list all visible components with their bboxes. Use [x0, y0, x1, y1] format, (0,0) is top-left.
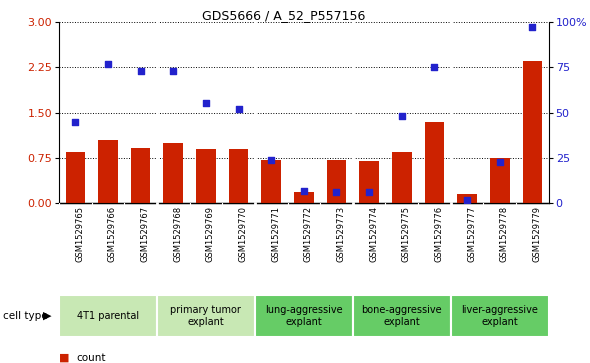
Bar	[523, 61, 542, 203]
Point	[365, 189, 374, 195]
Text: GSM1529774: GSM1529774	[369, 206, 378, 262]
Text: GSM1529766: GSM1529766	[108, 206, 117, 262]
Text: GSM1529777: GSM1529777	[467, 206, 476, 262]
Text: liver-aggressive
explant: liver-aggressive explant	[461, 305, 538, 327]
Text: GSM1529765: GSM1529765	[76, 206, 84, 262]
Bar	[196, 149, 216, 203]
Bar	[425, 122, 444, 203]
Bar	[157, 295, 255, 337]
Point	[103, 61, 113, 66]
Bar	[163, 143, 183, 203]
Text: primary tumor
explant: primary tumor explant	[171, 305, 241, 327]
Point	[169, 68, 178, 74]
Point	[267, 157, 276, 163]
Text: GSM1529775: GSM1529775	[402, 206, 411, 262]
Text: GSM1529771: GSM1529771	[271, 206, 280, 262]
Text: GDS5666 / A_52_P557156: GDS5666 / A_52_P557156	[202, 9, 365, 22]
Text: 4T1 parental: 4T1 parental	[77, 311, 139, 321]
Bar	[131, 148, 150, 203]
Text: ■: ■	[59, 352, 70, 363]
Text: cell type: cell type	[3, 311, 48, 321]
Bar	[353, 295, 451, 337]
Text: GSM1529769: GSM1529769	[206, 206, 215, 262]
Text: GSM1529779: GSM1529779	[532, 206, 542, 262]
Point	[201, 101, 211, 106]
Point	[463, 197, 472, 203]
Text: lung-aggressive
explant: lung-aggressive explant	[265, 305, 343, 327]
Text: GSM1529773: GSM1529773	[336, 206, 346, 262]
Point	[71, 119, 80, 125]
Bar	[98, 140, 118, 203]
Bar	[359, 161, 379, 203]
Point	[299, 188, 309, 193]
Bar	[65, 152, 85, 203]
Point	[527, 24, 537, 30]
Point	[397, 113, 407, 119]
Text: GSM1529770: GSM1529770	[238, 206, 248, 262]
Bar	[255, 295, 353, 337]
Bar	[261, 160, 281, 203]
Bar	[59, 295, 157, 337]
Text: count: count	[77, 352, 106, 363]
Point	[234, 106, 243, 112]
Text: GSM1529768: GSM1529768	[173, 206, 182, 262]
Text: GSM1529767: GSM1529767	[140, 206, 150, 262]
Text: ▶: ▶	[44, 311, 52, 321]
Bar	[490, 158, 510, 203]
Point	[430, 64, 439, 70]
Text: GSM1529772: GSM1529772	[304, 206, 313, 262]
Text: bone-aggressive
explant: bone-aggressive explant	[362, 305, 442, 327]
Point	[136, 68, 145, 74]
Point	[332, 189, 341, 195]
Bar	[294, 192, 314, 203]
Text: GSM1529778: GSM1529778	[500, 206, 509, 262]
Bar	[457, 194, 477, 203]
Bar	[392, 152, 412, 203]
Point	[495, 159, 504, 164]
Bar	[451, 295, 549, 337]
Bar	[327, 160, 346, 203]
Text: GSM1529776: GSM1529776	[434, 206, 444, 262]
Bar	[229, 149, 248, 203]
